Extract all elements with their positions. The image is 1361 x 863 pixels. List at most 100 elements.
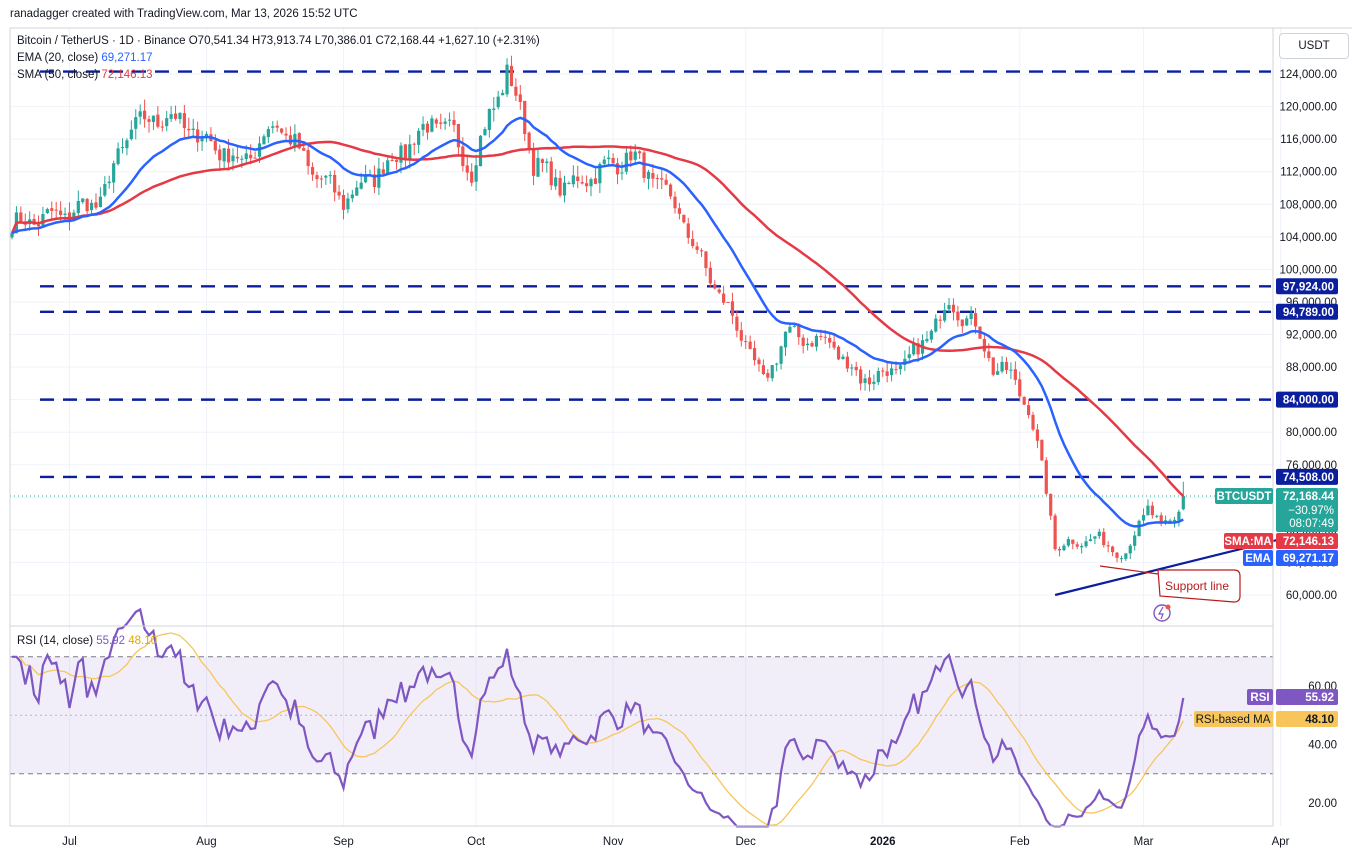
candle-body [165, 118, 169, 127]
candle-body [169, 114, 173, 119]
candle-body [934, 318, 938, 332]
support-line-group: Support line [1054, 536, 1286, 622]
candle-body [1172, 519, 1177, 522]
candle-body [744, 341, 748, 343]
candle-body [527, 132, 531, 150]
candle-body [381, 169, 385, 174]
candle-body [766, 373, 770, 378]
rsi-legend[interactable]: RSI (14, close) 55.92 48.10 [17, 635, 157, 647]
ema-price-tag: 69,271.17 [1283, 553, 1334, 565]
annotation-pointer [1099, 565, 1159, 575]
candle-body [501, 92, 505, 96]
candle-body [1044, 460, 1048, 494]
symbol-name: Bitcoin / TetherUS · 1D · Binance [17, 35, 186, 47]
candle-body [748, 341, 752, 349]
candle-body [1137, 520, 1141, 537]
candle-body [240, 158, 244, 160]
candle-body [134, 117, 138, 129]
candle-body [284, 133, 288, 136]
currency-button[interactable]: USDT [1279, 33, 1349, 59]
candle-body [806, 343, 810, 346]
candle-body [898, 365, 903, 370]
candle-body [98, 196, 102, 208]
candle-body [45, 209, 49, 213]
candle-body [1057, 548, 1062, 551]
candle-body [832, 341, 836, 348]
candle-body [112, 163, 116, 183]
candle-body [792, 325, 796, 327]
time-axis-tick: Aug [196, 836, 216, 848]
candle-body [996, 371, 1000, 375]
candle-body [425, 123, 430, 133]
candle-body [89, 202, 94, 211]
candle-body [337, 191, 341, 196]
candle-body [708, 267, 712, 284]
rsi-ma-line [12, 632, 1184, 826]
symbol-title[interactable]: Bitcoin / TetherUS · 1D · Binance O70,54… [17, 35, 540, 47]
candle-body [408, 144, 412, 160]
symbol-tag: BTCUSDT [1217, 491, 1272, 503]
candle-body [54, 209, 58, 211]
candle-body [969, 313, 973, 319]
candle-body [235, 156, 240, 159]
candle-body [686, 223, 690, 238]
time-axis-tick: Dec [735, 836, 756, 848]
candle-body [598, 163, 602, 184]
candle-body [1133, 535, 1137, 546]
rsi-name-tag-bg [1247, 689, 1273, 705]
candle-body [664, 179, 668, 185]
candle-body [1040, 439, 1044, 461]
rsi-name-tag: RSI [1250, 692, 1269, 704]
candle-body [1071, 539, 1075, 544]
rsi-lines [12, 607, 1185, 828]
candle-body [1146, 505, 1150, 516]
moving-averages [10, 116, 1185, 528]
candle-body [531, 149, 536, 176]
sma-legend-label: SMA (50, close) [17, 69, 99, 81]
candle-body [788, 326, 792, 333]
sma-legend[interactable]: SMA (50, close) 72,146.13 [17, 69, 153, 81]
candle-body [399, 145, 403, 163]
candle-body [580, 182, 584, 184]
candle-body [85, 198, 89, 212]
candle-body [620, 172, 624, 174]
ema-legend-value: 69,271.17 [101, 52, 153, 64]
ema-legend[interactable]: EMA (20, close) 69,271.17 [17, 52, 153, 64]
candle-body [894, 369, 898, 371]
candle-body [386, 160, 390, 174]
candle-body [615, 163, 620, 175]
candle-body [204, 133, 209, 137]
candle-body [536, 157, 540, 177]
candle-body [182, 113, 186, 128]
time-axis-tick: Sep [333, 836, 353, 848]
sma-name-tag: SMA:MA [1224, 536, 1271, 548]
candle-body [222, 148, 226, 162]
candle-body [912, 343, 916, 355]
candle-body [302, 148, 306, 151]
candle-body [1080, 545, 1084, 548]
candle-body [1035, 429, 1040, 441]
sma-50-line [10, 140, 1185, 498]
candle-body [982, 338, 986, 352]
candle-body [129, 129, 133, 140]
candle-body [1159, 515, 1163, 522]
candle-body [63, 213, 67, 215]
price-axis-tick: 120,000.00 [1279, 102, 1337, 114]
price-axis-tick: 124,000.00 [1279, 69, 1337, 81]
candle-body [156, 114, 160, 127]
candle-body [1049, 494, 1053, 516]
time-axis-tick: 2026 [870, 836, 896, 848]
price-axis-tick: 108,000.00 [1279, 199, 1337, 211]
candle-body [147, 119, 151, 122]
candle-body [452, 119, 456, 126]
candle-body [143, 110, 147, 120]
candle-body [509, 65, 514, 86]
candle-body [50, 208, 54, 211]
rsi-value-tag-bg [1276, 689, 1338, 705]
candle-body [1155, 515, 1159, 517]
candle-body [1164, 520, 1168, 522]
candle-body [518, 94, 522, 102]
candle-body [355, 187, 359, 196]
